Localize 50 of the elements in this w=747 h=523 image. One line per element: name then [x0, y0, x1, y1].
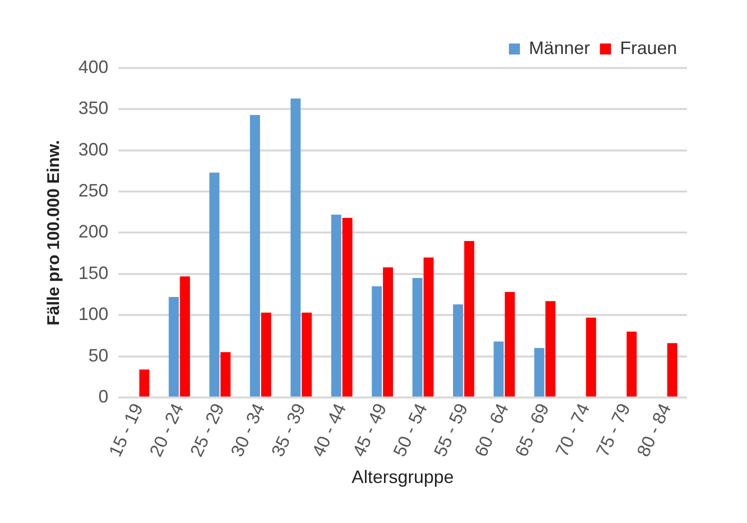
bar	[209, 172, 220, 396]
bar	[545, 301, 556, 396]
y-tick-label: 350	[78, 98, 108, 118]
bar	[331, 214, 342, 396]
x-tick-label: 80 - 84	[633, 400, 675, 460]
x-tick-label: 65 - 69	[511, 400, 553, 460]
x-tick-label: 30 - 34	[226, 400, 269, 460]
x-tick-label: 50 - 54	[389, 400, 432, 460]
bar	[290, 98, 301, 396]
bar	[412, 278, 422, 396]
bar	[139, 369, 150, 396]
y-tick-label: 150	[78, 262, 108, 283]
y-tick-label: 0	[98, 386, 108, 406]
x-tick-label: 35 - 39	[268, 400, 310, 460]
bar	[626, 332, 637, 396]
y-tick-label: 50	[88, 345, 108, 366]
bar	[372, 286, 382, 396]
x-tick-label: 45 - 49	[348, 400, 391, 460]
bar	[250, 114, 260, 396]
x-axis-title: Altersgruppe	[352, 467, 454, 488]
bar	[586, 318, 596, 396]
x-tick-label: 40 - 44	[308, 400, 350, 460]
y-tick-label: 200	[78, 222, 108, 242]
y-tick-label: 300	[78, 139, 108, 160]
bar	[168, 296, 179, 396]
bar	[504, 292, 515, 396]
bar	[261, 312, 272, 396]
legend-label: Frauen	[620, 38, 678, 58]
bar	[382, 267, 394, 396]
y-axis-title: Fälle pro 100.000 Einw.	[44, 140, 63, 326]
bar	[534, 348, 544, 396]
legend-label: Männer	[528, 38, 590, 58]
bar	[494, 341, 504, 396]
x-tick-label: 75 - 79	[592, 400, 634, 460]
y-tick-label: 100	[78, 304, 108, 324]
bar	[424, 257, 434, 396]
bar	[453, 304, 464, 396]
x-tick-label: 70 - 74	[552, 400, 594, 460]
x-tick-label: 55 - 59	[430, 400, 472, 460]
y-tick-label: 400	[78, 56, 108, 77]
x-tick-label: 60 - 64	[470, 400, 512, 460]
x-tick-label: 25 - 29	[186, 400, 228, 460]
y-tick-label: 250	[78, 180, 108, 201]
bar	[342, 218, 352, 396]
bar	[180, 276, 190, 396]
bar	[302, 312, 312, 396]
bar	[220, 352, 231, 396]
x-tick-label: 20 - 24	[146, 400, 188, 460]
bar	[667, 343, 678, 396]
bar	[464, 240, 474, 396]
